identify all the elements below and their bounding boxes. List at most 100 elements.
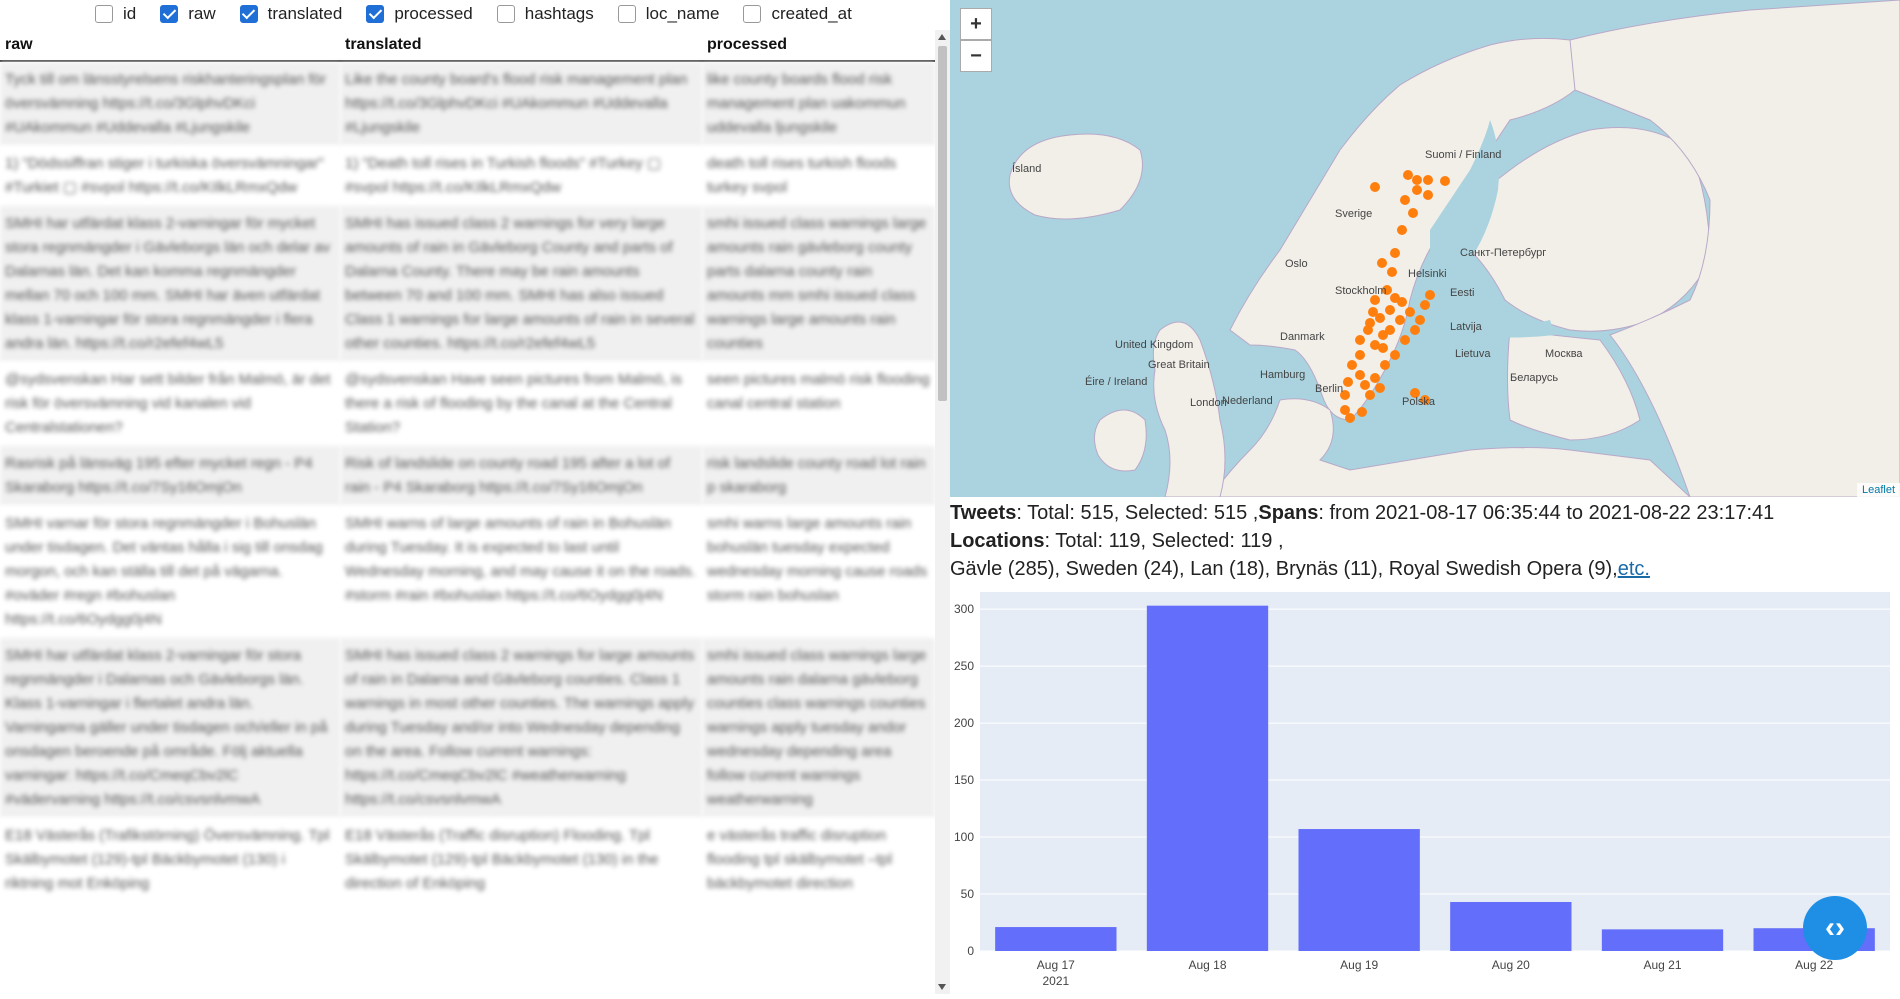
location-marker[interactable] bbox=[1363, 325, 1373, 335]
checkbox-raw[interactable] bbox=[160, 5, 179, 23]
location-marker[interactable] bbox=[1400, 195, 1410, 205]
table-row[interactable]: SMHI varnar för stora regnmängder i Bohu… bbox=[0, 506, 935, 638]
table-cell-raw: SMHI varnar för stora regnmängder i Bohu… bbox=[0, 506, 340, 638]
table-cell-translated: 1) "Death toll rises in Turkish floods" … bbox=[340, 146, 702, 206]
map[interactable]: Ísland Sverige Suomi / Finland Oslo Stockhol… bbox=[950, 0, 1900, 497]
table-row[interactable]: Rasrisk på länsväg 195 efter mycket regn… bbox=[0, 446, 935, 506]
bar[interactable] bbox=[995, 927, 1117, 951]
map-attribution-link[interactable]: Leaflet bbox=[1856, 483, 1900, 497]
location-marker[interactable] bbox=[1370, 182, 1380, 192]
code-toggle-button[interactable]: ‹› bbox=[1803, 896, 1867, 960]
location-marker[interactable] bbox=[1387, 267, 1397, 277]
location-marker[interactable] bbox=[1412, 185, 1422, 195]
location-marker[interactable] bbox=[1397, 225, 1407, 235]
table-row[interactable]: @sydsvenskan Har sett bilder från Malmö,… bbox=[0, 362, 935, 446]
location-marker[interactable] bbox=[1370, 295, 1380, 305]
location-marker[interactable] bbox=[1343, 377, 1353, 387]
location-marker[interactable] bbox=[1375, 383, 1385, 393]
checkbox-translated[interactable] bbox=[239, 5, 258, 23]
location-marker[interactable] bbox=[1408, 208, 1418, 218]
location-marker[interactable] bbox=[1355, 350, 1365, 360]
column-toggle-label: translated bbox=[267, 4, 343, 23]
location-marker[interactable] bbox=[1410, 388, 1420, 398]
table-cell-raw: Tyck till om länsstyrelsens riskhanterin… bbox=[0, 61, 340, 146]
location-marker[interactable] bbox=[1355, 370, 1365, 380]
location-marker[interactable] bbox=[1385, 325, 1395, 335]
location-marker[interactable] bbox=[1423, 190, 1433, 200]
scroll-up-arrow-icon[interactable] bbox=[938, 34, 946, 40]
location-marker[interactable] bbox=[1340, 390, 1350, 400]
location-marker[interactable] bbox=[1395, 315, 1405, 325]
table-row[interactable]: SMHI har utfärdat klass 2-varningar för … bbox=[0, 206, 935, 362]
location-marker[interactable] bbox=[1380, 360, 1390, 370]
column-header-raw[interactable]: raw bbox=[0, 30, 340, 62]
checkbox-hashtags[interactable] bbox=[496, 5, 515, 23]
location-marker[interactable] bbox=[1345, 413, 1355, 423]
location-marker[interactable] bbox=[1405, 307, 1415, 317]
column-toggle-raw[interactable]: raw bbox=[160, 4, 216, 24]
location-marker[interactable] bbox=[1420, 300, 1430, 310]
location-marker[interactable] bbox=[1360, 380, 1370, 390]
location-marker[interactable] bbox=[1425, 290, 1435, 300]
location-marker[interactable] bbox=[1370, 340, 1380, 350]
location-marker[interactable] bbox=[1420, 395, 1430, 405]
column-header-translated[interactable]: translated bbox=[340, 30, 702, 62]
location-marker[interactable] bbox=[1423, 175, 1433, 185]
zoom-out-button[interactable]: − bbox=[960, 40, 992, 72]
scroll-down-arrow-icon[interactable] bbox=[938, 984, 946, 990]
column-toggle-id[interactable]: id bbox=[95, 4, 136, 24]
location-marker[interactable] bbox=[1390, 350, 1400, 360]
column-toggle-created_at[interactable]: created_at bbox=[743, 4, 852, 24]
scrollbar-thumb[interactable] bbox=[938, 46, 947, 401]
location-marker[interactable] bbox=[1347, 360, 1357, 370]
location-marker[interactable] bbox=[1403, 170, 1413, 180]
location-marker[interactable] bbox=[1410, 325, 1420, 335]
bar[interactable] bbox=[1450, 901, 1572, 951]
bar[interactable] bbox=[1146, 605, 1269, 951]
checkbox-created_at[interactable] bbox=[743, 5, 762, 23]
column-toggle-processed[interactable]: processed bbox=[366, 4, 473, 24]
table-row[interactable]: 1) "Dödssiffran stiger i turkiska översv… bbox=[0, 146, 935, 206]
location-marker[interactable] bbox=[1400, 335, 1410, 345]
tweet-table-container: raw translated processed Tyck till om läns… bbox=[0, 30, 935, 994]
etc-link[interactable]: etc. bbox=[1617, 558, 1650, 580]
location-marker[interactable] bbox=[1357, 407, 1367, 417]
column-toggle-hashtags[interactable]: hashtags bbox=[496, 4, 594, 24]
map-label: Danmark bbox=[1280, 331, 1325, 343]
map-label: London bbox=[1190, 397, 1227, 409]
location-marker[interactable] bbox=[1355, 335, 1365, 345]
table-row[interactable]: SMHI har utfärdat klass 2-varningar för … bbox=[0, 638, 935, 818]
checkbox-id[interactable] bbox=[95, 5, 113, 23]
table-scrollbar[interactable] bbox=[935, 30, 950, 994]
location-marker[interactable] bbox=[1415, 315, 1425, 325]
location-marker[interactable] bbox=[1377, 258, 1387, 268]
location-marker[interactable] bbox=[1390, 248, 1400, 258]
location-marker[interactable] bbox=[1440, 176, 1450, 186]
plot-area bbox=[980, 592, 1890, 951]
table-row[interactable]: Tyck till om länsstyrelsens riskhanterin… bbox=[0, 61, 935, 146]
column-toggle-loc_name[interactable]: loc_name bbox=[617, 4, 719, 24]
table-row[interactable]: E18 Västerås (Trafikstörning) Översvämni… bbox=[0, 818, 935, 902]
table-body: Tyck till om länsstyrelsens riskhanterin… bbox=[0, 61, 935, 902]
checkbox-loc_name[interactable] bbox=[617, 5, 636, 23]
tweets-per-day-chart: 0 50 100 150 200 250 300 Aug 17 Aug 18 Aug 19 Aug … bbox=[950, 584, 1900, 994]
location-marker[interactable] bbox=[1375, 313, 1385, 323]
column-header-processed[interactable]: processed bbox=[702, 30, 935, 62]
bar[interactable] bbox=[1601, 929, 1724, 951]
location-marker[interactable] bbox=[1390, 293, 1400, 303]
location-marker[interactable] bbox=[1385, 305, 1395, 315]
location-marker[interactable] bbox=[1378, 343, 1388, 353]
column-toggle-translated[interactable]: translated bbox=[239, 4, 343, 24]
bar[interactable] bbox=[1298, 829, 1420, 951]
location-marker[interactable] bbox=[1370, 373, 1380, 383]
location-marker[interactable] bbox=[1340, 405, 1350, 415]
map-label: Eesti bbox=[1450, 287, 1474, 299]
location-marker[interactable] bbox=[1368, 307, 1378, 317]
location-marker[interactable] bbox=[1412, 175, 1422, 185]
location-marker[interactable] bbox=[1382, 285, 1392, 295]
zoom-in-button[interactable]: + bbox=[960, 8, 992, 40]
location-markers[interactable] bbox=[1340, 170, 1450, 423]
checkbox-processed[interactable] bbox=[366, 5, 385, 23]
location-marker[interactable] bbox=[1378, 330, 1388, 340]
location-marker[interactable] bbox=[1365, 390, 1375, 400]
